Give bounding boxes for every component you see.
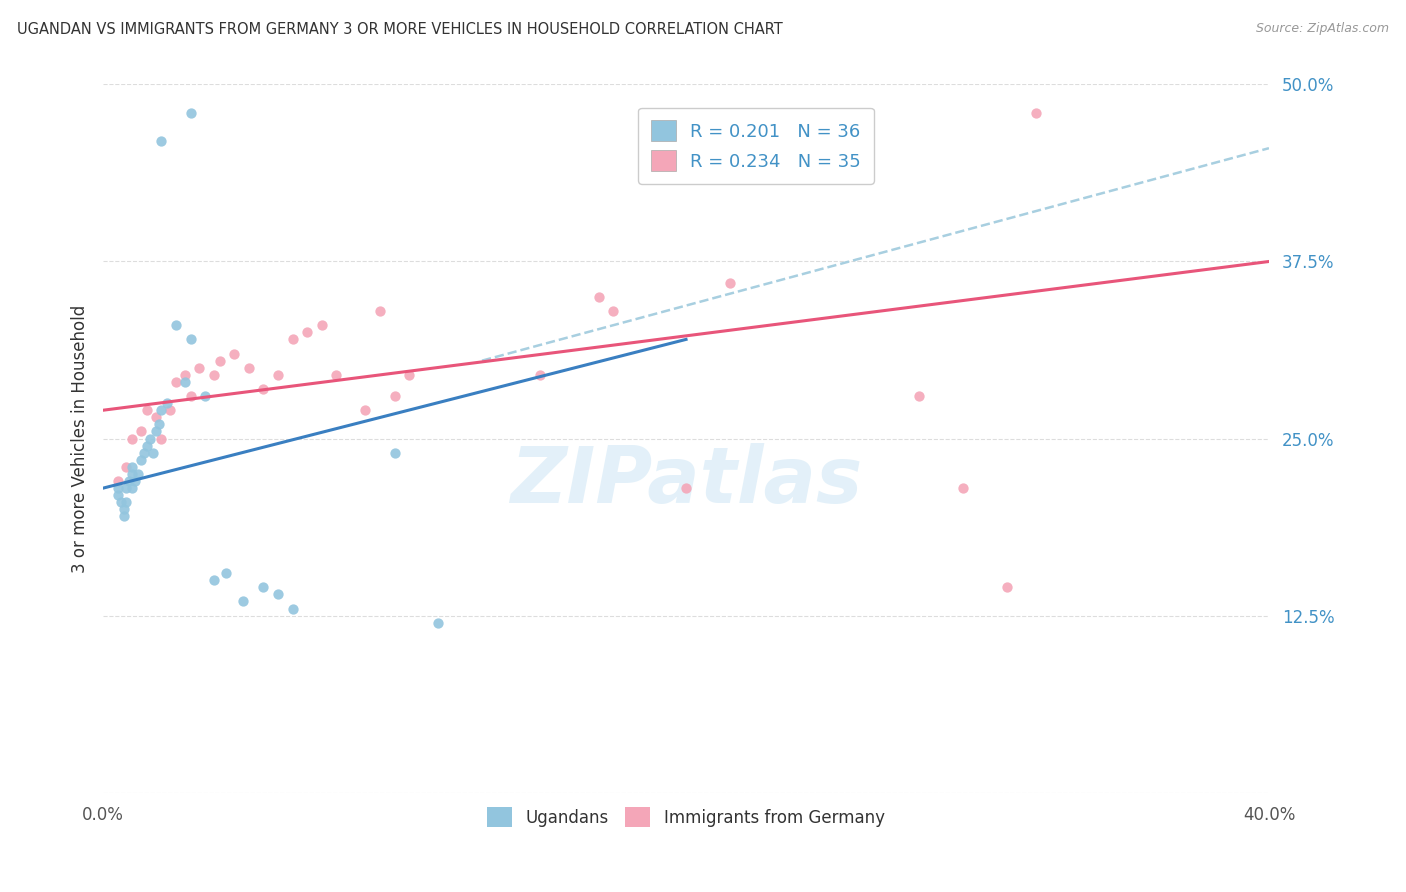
- Point: [115, 481, 138, 495]
- Point: [173, 375, 195, 389]
- Point: [602, 304, 624, 318]
- Point: [180, 332, 202, 346]
- Point: [107, 488, 129, 502]
- Point: [121, 481, 143, 495]
- Point: [238, 360, 260, 375]
- Point: [252, 382, 274, 396]
- Point: [384, 389, 406, 403]
- Point: [194, 389, 217, 403]
- Point: [142, 446, 165, 460]
- Point: [118, 474, 141, 488]
- Point: [135, 403, 157, 417]
- Y-axis label: 3 or more Vehicles in Household: 3 or more Vehicles in Household: [72, 304, 89, 573]
- Point: [188, 360, 211, 375]
- Text: ZIPatlas: ZIPatlas: [510, 443, 862, 519]
- Point: [156, 396, 179, 410]
- Point: [129, 452, 152, 467]
- Point: [112, 509, 135, 524]
- Point: [150, 403, 173, 417]
- Point: [325, 368, 347, 382]
- Point: [132, 446, 155, 460]
- Point: [150, 432, 173, 446]
- Point: [135, 439, 157, 453]
- Text: UGANDAN VS IMMIGRANTS FROM GERMANY 3 OR MORE VEHICLES IN HOUSEHOLD CORRELATION C: UGANDAN VS IMMIGRANTS FROM GERMANY 3 OR …: [17, 22, 783, 37]
- Point: [588, 290, 610, 304]
- Point: [202, 368, 225, 382]
- Point: [224, 346, 246, 360]
- Point: [180, 389, 202, 403]
- Point: [718, 276, 741, 290]
- Point: [281, 332, 304, 346]
- Point: [675, 481, 697, 495]
- Point: [165, 375, 187, 389]
- Point: [281, 601, 304, 615]
- Point: [384, 446, 406, 460]
- Point: [180, 105, 202, 120]
- Point: [124, 474, 146, 488]
- Point: [267, 587, 290, 601]
- Text: Source: ZipAtlas.com: Source: ZipAtlas.com: [1256, 22, 1389, 36]
- Point: [398, 368, 420, 382]
- Point: [232, 594, 254, 608]
- Point: [110, 495, 132, 509]
- Point: [129, 425, 152, 439]
- Point: [139, 432, 162, 446]
- Point: [159, 403, 181, 417]
- Point: [107, 481, 129, 495]
- Point: [908, 389, 931, 403]
- Point: [368, 304, 391, 318]
- Legend: Ugandans, Immigrants from Germany: Ugandans, Immigrants from Germany: [481, 800, 891, 834]
- Point: [208, 353, 231, 368]
- Point: [121, 459, 143, 474]
- Point: [295, 326, 318, 340]
- Point: [145, 425, 167, 439]
- Point: [427, 615, 450, 630]
- Point: [267, 368, 290, 382]
- Point: [115, 495, 138, 509]
- Point: [1025, 105, 1047, 120]
- Point: [354, 403, 377, 417]
- Point: [214, 566, 236, 580]
- Point: [121, 467, 143, 481]
- Point: [995, 580, 1018, 594]
- Point: [145, 410, 167, 425]
- Point: [107, 474, 129, 488]
- Point: [529, 368, 551, 382]
- Point: [115, 459, 138, 474]
- Point: [150, 134, 173, 148]
- Point: [121, 432, 143, 446]
- Point: [173, 368, 195, 382]
- Point: [311, 318, 333, 333]
- Point: [112, 502, 135, 516]
- Point: [952, 481, 974, 495]
- Point: [202, 573, 225, 587]
- Point: [252, 580, 274, 594]
- Point: [165, 318, 187, 333]
- Point: [127, 467, 149, 481]
- Point: [148, 417, 170, 432]
